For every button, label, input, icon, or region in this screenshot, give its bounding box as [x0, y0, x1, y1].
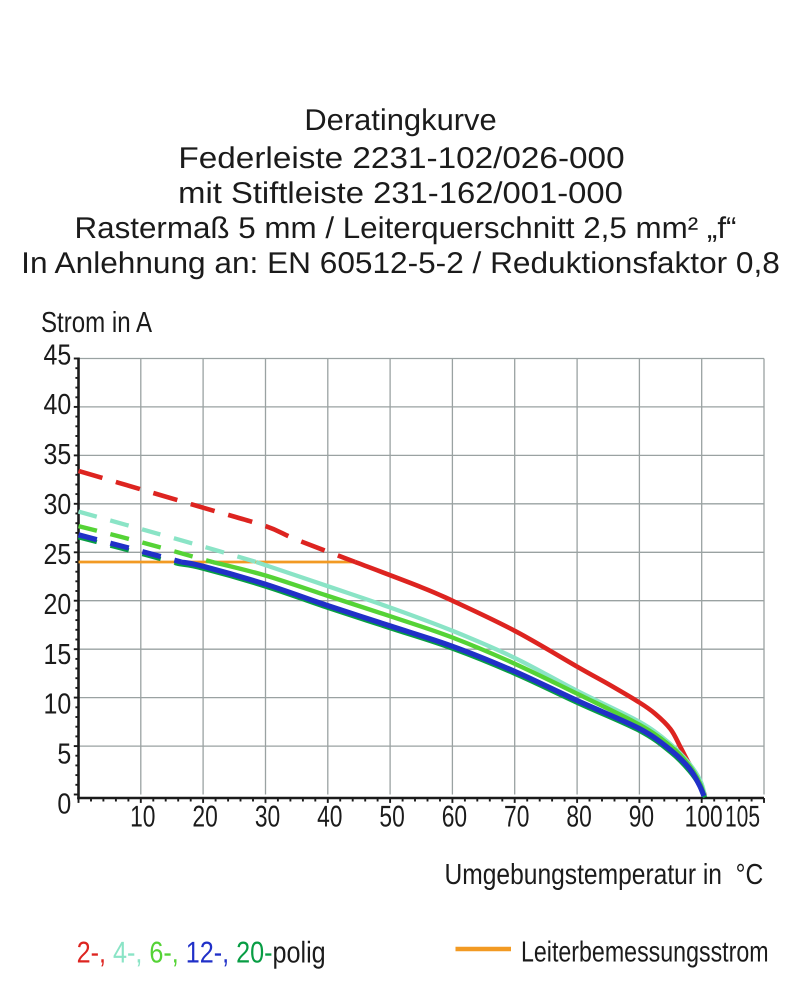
svg-text:Deratingkurve: Deratingkurve	[304, 104, 496, 137]
svg-text:10: 10	[130, 800, 155, 833]
svg-text:40: 40	[317, 800, 342, 833]
svg-text:2-, 4-, 6-, 12-, 20-polig: 2-, 4-, 6-, 12-, 20-polig	[77, 937, 326, 970]
svg-text:Rastermaß 5 mm / Leiterquersch: Rastermaß 5 mm / Leiterquerschnitt 2,5 m…	[74, 212, 736, 245]
svg-text:Federleiste 2231-102/026-000: Federleiste 2231-102/026-000	[178, 142, 624, 175]
svg-text:30: 30	[44, 489, 72, 521]
svg-text:Leiterbemessungsstrom: Leiterbemessungsstrom	[521, 937, 769, 969]
svg-text:Umgebungstemperatur in °C: Umgebungstemperatur in °C	[445, 859, 764, 891]
svg-text:40: 40	[44, 389, 72, 421]
svg-text:35: 35	[44, 439, 72, 471]
svg-text:5: 5	[57, 739, 71, 771]
svg-text:70: 70	[504, 800, 529, 833]
svg-text:45: 45	[44, 339, 72, 371]
svg-text:20: 20	[44, 589, 72, 621]
svg-text:In Anlehnung an: EN 60512-5-2: In Anlehnung an: EN 60512-5-2 / Reduktio…	[21, 247, 780, 280]
svg-text:25: 25	[44, 539, 72, 571]
svg-text:100: 100	[685, 800, 723, 833]
svg-text:30: 30	[255, 800, 280, 833]
svg-text:90: 90	[629, 800, 654, 833]
svg-text:15: 15	[44, 639, 72, 671]
svg-text:60: 60	[442, 800, 467, 833]
svg-text:0: 0	[57, 789, 71, 821]
svg-text:20: 20	[192, 800, 217, 833]
svg-text:80: 80	[566, 800, 591, 833]
svg-text:mit Stiftleiste 231-162/001-00: mit Stiftleiste 231-162/001-000	[178, 177, 623, 210]
svg-text:105: 105	[725, 800, 760, 833]
svg-text:Strom in A: Strom in A	[41, 307, 153, 339]
svg-text:10: 10	[44, 689, 72, 721]
svg-text:50: 50	[379, 800, 404, 833]
